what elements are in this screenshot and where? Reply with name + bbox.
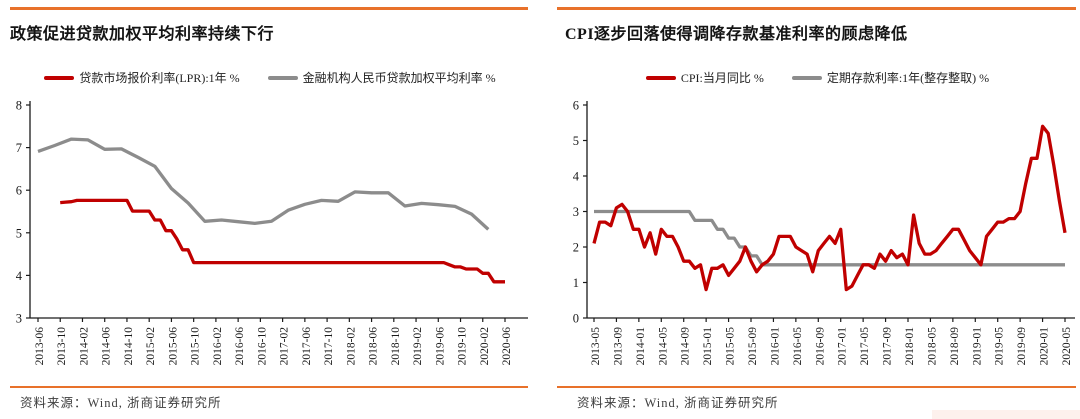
data-source-note: 资料来源：Wind, 浙商证券研究所 (20, 396, 222, 410)
svg-text:2015-09: 2015-09 (747, 327, 759, 366)
figure-panel-lending-rate: 政策促进贷款加权平均利率持续下行 贷款市场报价利率(LPR):1年 % 金融机构… (10, 0, 530, 419)
svg-text:2015-06: 2015-06 (167, 327, 179, 366)
svg-text:2: 2 (573, 241, 579, 255)
svg-text:1: 1 (573, 276, 579, 290)
figure-title: 政策促进贷款加权平均利率持续下行 (10, 26, 275, 43)
svg-text:2019-06: 2019-06 (434, 327, 446, 366)
svg-text:2017-01: 2017-01 (837, 327, 849, 366)
legend-line-swatch-gray (791, 75, 822, 80)
panel-top-rule (557, 7, 1076, 10)
svg-text:2015-10: 2015-10 (190, 327, 202, 366)
svg-text:2016-05: 2016-05 (792, 327, 804, 366)
svg-text:2018-01: 2018-01 (904, 327, 916, 366)
svg-text:2015-02: 2015-02 (145, 327, 157, 366)
svg-text:5: 5 (16, 226, 22, 240)
svg-text:2020-06: 2020-06 (501, 327, 513, 366)
svg-text:7: 7 (16, 141, 22, 155)
watermark-strip (932, 410, 1080, 419)
svg-text:2013-10: 2013-10 (56, 327, 68, 366)
svg-text:2017-06: 2017-06 (301, 327, 313, 366)
svg-text:2016-09: 2016-09 (814, 327, 826, 366)
svg-text:2014-02: 2014-02 (78, 327, 90, 366)
legend-item-deposit-rate: 定期存款利率:1年(整存整取) % (791, 69, 990, 86)
svg-text:6: 6 (573, 99, 579, 113)
figure-panel-cpi-deposit-rate: CPI逐步回落使得调降存款基准利率的顾虑降低 CPI:当月同比 % 定期存款利率… (557, 0, 1078, 419)
svg-text:0: 0 (573, 312, 579, 326)
figure-title: CPI逐步回落使得调降存款基准利率的顾虑降低 (565, 26, 908, 43)
svg-text:2018-05: 2018-05 (926, 327, 938, 366)
svg-text:4: 4 (573, 170, 580, 184)
data-source-note: 资料来源：Wind, 浙商证券研究所 (577, 396, 779, 410)
svg-text:2014-06: 2014-06 (101, 327, 113, 366)
svg-text:2020-02: 2020-02 (479, 327, 491, 366)
svg-text:2013-09: 2013-09 (612, 327, 624, 366)
legend-item-cpi: CPI:当月同比 % (645, 69, 764, 86)
svg-text:2019-09: 2019-09 (1016, 327, 1028, 366)
svg-text:2018-06: 2018-06 (368, 327, 380, 366)
svg-text:8: 8 (16, 99, 22, 113)
svg-text:2018-10: 2018-10 (390, 327, 402, 366)
svg-text:3: 3 (16, 312, 22, 326)
chart-legend: 贷款市场报价利率(LPR):1年 % 金融机构人民币贷款加权平均利率 % (10, 69, 530, 86)
legend-label: 定期存款利率:1年(整存整取) % (826, 71, 990, 85)
panel-top-rule (10, 7, 528, 10)
svg-text:2013-05: 2013-05 (590, 327, 602, 366)
legend-line-swatch-gray (267, 75, 298, 80)
svg-text:2016-02: 2016-02 (212, 327, 224, 366)
legend-label: CPI:当月同比 % (680, 71, 764, 85)
svg-text:2016-10: 2016-10 (256, 327, 268, 366)
svg-text:2018-02: 2018-02 (345, 327, 357, 366)
svg-text:2017-09: 2017-09 (882, 327, 894, 366)
legend-line-swatch-red (645, 75, 676, 80)
svg-text:2019-05: 2019-05 (994, 327, 1006, 366)
svg-text:2014-09: 2014-09 (680, 327, 692, 366)
panel-bottom-rule (557, 386, 1076, 388)
svg-text:2015-05: 2015-05 (725, 327, 737, 366)
svg-text:2013-06: 2013-06 (34, 327, 46, 366)
svg-text:2015-01: 2015-01 (702, 327, 714, 366)
svg-text:2017-02: 2017-02 (279, 327, 291, 366)
panel-bottom-rule (10, 386, 528, 388)
svg-text:2016-01: 2016-01 (769, 327, 781, 366)
svg-text:2019-10: 2019-10 (457, 327, 469, 366)
svg-text:2019-01: 2019-01 (971, 327, 983, 366)
svg-text:2017-10: 2017-10 (323, 327, 335, 366)
svg-text:2018-09: 2018-09 (949, 327, 961, 366)
svg-text:2020-01: 2020-01 (1039, 327, 1051, 366)
svg-text:5: 5 (573, 134, 579, 148)
line-chart-cpi-deposit: 0 1 2 3 4 5 6 2013-05 2013-09 2014-01 2014-05 2014-… (573, 99, 1075, 366)
svg-text:2014-01: 2014-01 (635, 327, 647, 366)
legend-item-weighted-avg-rate: 金融机构人民币贷款加权平均利率 % (267, 69, 496, 86)
svg-text:2014-10: 2014-10 (123, 327, 135, 366)
chart-legend: CPI:当月同比 % 定期存款利率:1年(整存整取) % (557, 69, 1078, 86)
legend-label: 金融机构人民币贷款加权平均利率 % (302, 71, 496, 85)
svg-text:2014-05: 2014-05 (657, 327, 669, 366)
svg-text:2017-05: 2017-05 (859, 327, 871, 366)
svg-text:2020-05: 2020-05 (1061, 327, 1073, 366)
line-chart-lending-rates: 3 4 5 6 7 8 2013-06 2013-10 2014-02 2014-06 2014-1… (16, 99, 528, 366)
svg-text:4: 4 (16, 269, 23, 283)
legend-line-swatch-red (44, 75, 75, 80)
svg-text:6: 6 (16, 184, 22, 198)
svg-text:3: 3 (573, 205, 579, 219)
svg-text:2016-06: 2016-06 (234, 327, 246, 366)
legend-label: 贷款市场报价利率(LPR):1年 % (79, 71, 240, 85)
legend-item-lpr: 贷款市场报价利率(LPR):1年 % (44, 69, 240, 86)
svg-text:2019-02: 2019-02 (412, 327, 424, 366)
